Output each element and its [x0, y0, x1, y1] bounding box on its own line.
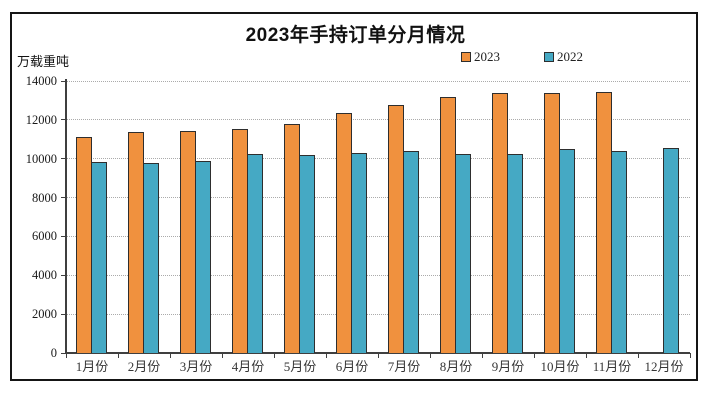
bar-2022-1月份: [90, 161, 107, 353]
bar-2022-5月份: [298, 154, 315, 353]
x-category-label-1月份: 1月份: [75, 359, 109, 374]
legend-item-2023: 2023: [461, 50, 500, 64]
x-axis-boundary-tick: [585, 353, 587, 358]
x-axis-boundary-tick: [169, 353, 171, 358]
bar-2022-2月份: [142, 162, 159, 353]
y-tick-label-8000: 8000: [32, 190, 57, 205]
gridline-6000: [66, 235, 690, 237]
legend-swatch-2022: [544, 52, 554, 62]
chart-title: 2023年手持订单分月情况: [245, 25, 466, 46]
gridline-2000: [66, 313, 690, 315]
y-tick-label-2000: 2000: [32, 307, 57, 322]
x-category-label-5月份: 5月份: [283, 359, 317, 374]
x-category-label-11月份: 11月份: [592, 359, 632, 374]
bar-2022-11月份: [610, 150, 627, 353]
y-tick-label-14000: 14000: [25, 74, 57, 88]
gridline-8000: [66, 197, 690, 199]
bar-2022-3月份: [194, 160, 211, 353]
y-axis-unit-label: 万载重吨: [17, 54, 70, 69]
x-category-label-6月份: 6月份: [335, 359, 369, 374]
gridline-4000: [66, 274, 690, 276]
x-category-label-2月份: 2月份: [127, 359, 161, 374]
bar-2022-4月份: [246, 153, 263, 353]
x-axis-boundary-tick: [429, 353, 431, 358]
x-axis-boundary-tick: [377, 353, 379, 358]
x-category-label-3月份: 3月份: [179, 359, 213, 374]
x-axis-boundary-tick: [533, 353, 535, 358]
bar-2022-12月份: [662, 147, 679, 353]
x-category-label-7月份: 7月份: [387, 359, 421, 374]
y-tick-label-12000: 12000: [25, 112, 57, 127]
y-tick-mark: [61, 235, 66, 237]
y-tick-mark: [61, 158, 66, 160]
gridline-14000: [66, 80, 690, 82]
y-tick-mark: [61, 197, 66, 199]
x-axis-boundary-tick: [273, 353, 275, 358]
x-category-label-12月份: 12月份: [644, 359, 684, 374]
gridline-12000: [66, 119, 690, 121]
y-axis-line: [65, 79, 67, 354]
x-axis-boundary-tick: [689, 353, 691, 358]
bar-2022-8月份: [454, 154, 471, 353]
bar-2022-7月份: [402, 151, 419, 353]
x-category-label-10月份: 10月份: [540, 359, 580, 374]
x-axis-boundary-tick: [637, 353, 639, 358]
y-tick-mark: [61, 352, 66, 354]
y-tick-mark: [61, 119, 66, 121]
bar-2022-10月份: [558, 149, 575, 353]
gridline-10000: [66, 158, 690, 160]
x-axis-boundary-tick: [481, 353, 483, 358]
legend-item-2022: 2022: [544, 50, 583, 64]
y-tick-mark: [61, 274, 66, 276]
legend-swatch-2023: [461, 52, 471, 62]
x-axis-boundary-tick: [325, 353, 327, 358]
bar-2022-6月份: [350, 153, 367, 353]
x-category-label-8月份: 8月份: [439, 359, 473, 374]
x-axis-boundary-tick: [65, 353, 67, 358]
y-tick-mark: [61, 80, 66, 82]
x-category-label-4月份: 4月份: [231, 359, 265, 374]
y-tick-label-6000: 6000: [32, 229, 57, 244]
legend-label-2023: 2023: [474, 49, 500, 64]
x-category-label-9月份: 9月份: [491, 359, 525, 374]
legend-label-2022: 2022: [557, 49, 583, 64]
bar-2022-9月份: [506, 153, 523, 353]
y-tick-label-0: 0: [50, 346, 57, 360]
y-tick-label-10000: 10000: [25, 151, 57, 166]
y-tick-label-4000: 4000: [32, 268, 57, 283]
x-axis-boundary-tick: [221, 353, 223, 358]
x-axis-boundary-tick: [117, 353, 119, 358]
y-tick-mark: [61, 313, 66, 315]
